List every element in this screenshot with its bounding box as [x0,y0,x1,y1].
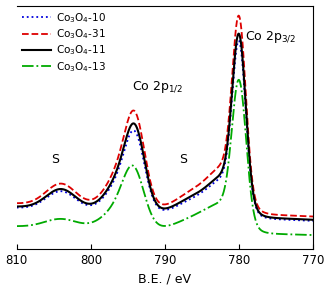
Line: Co$_3$O$_4$-31: Co$_3$O$_4$-31 [17,16,313,217]
Co$_3$O$_4$-11 [141,152,145,156]
Co$_3$O$_4$-11 [237,32,241,36]
Co$_3$O$_4$-31 [128,112,132,116]
Co$_3$O$_4$-11 [15,205,19,208]
Co$_3$O$_4$-31 [66,184,70,188]
Co$_3$O$_4$-31 [141,143,145,146]
Text: Co 2p$_{1/2}$: Co 2p$_{1/2}$ [132,79,183,95]
Co$_3$O$_4$-31 [274,213,278,217]
Text: Co 2p$_{3/2}$: Co 2p$_{3/2}$ [245,30,296,45]
Legend: Co$_3$O$_4$-10, Co$_3$O$_4$-31, Co$_3$O$_4$-11, Co$_3$O$_4$-13: Co$_3$O$_4$-10, Co$_3$O$_4$-31, Co$_3$O$… [20,9,108,76]
Co$_3$O$_4$-10 [311,219,315,223]
Co$_3$O$_4$-10 [237,39,241,42]
Text: S: S [180,153,187,166]
Co$_3$O$_4$-13 [274,232,278,235]
Co$_3$O$_4$-13 [15,224,19,228]
Co$_3$O$_4$-11 [66,190,70,193]
Co$_3$O$_4$-31 [49,186,52,190]
Co$_3$O$_4$-10 [306,219,310,222]
Co$_3$O$_4$-10 [128,132,132,135]
Co$_3$O$_4$-31 [311,215,315,218]
Co$_3$O$_4$-10 [141,157,145,161]
Co$_3$O$_4$-11 [306,218,310,221]
Co$_3$O$_4$-13 [237,78,241,81]
Co$_3$O$_4$-10 [49,193,52,197]
Co$_3$O$_4$-13 [306,233,310,237]
Line: Co$_3$O$_4$-13: Co$_3$O$_4$-13 [17,80,313,235]
Co$_3$O$_4$-10 [15,206,19,209]
Co$_3$O$_4$-31 [15,201,19,205]
Co$_3$O$_4$-13 [141,188,145,191]
Co$_3$O$_4$-13 [128,164,132,168]
Co$_3$O$_4$-13 [66,218,70,221]
Co$_3$O$_4$-31 [306,214,310,218]
Co$_3$O$_4$-31 [237,14,241,17]
Co$_3$O$_4$-11 [49,191,52,195]
Line: Co$_3$O$_4$-11: Co$_3$O$_4$-11 [17,34,313,220]
Co$_3$O$_4$-13 [49,219,52,222]
X-axis label: B.E. / eV: B.E. / eV [139,272,191,285]
Co$_3$O$_4$-11 [274,216,278,220]
Co$_3$O$_4$-10 [274,217,278,221]
Co$_3$O$_4$-11 [128,125,132,128]
Co$_3$O$_4$-10 [66,192,70,195]
Co$_3$O$_4$-11 [311,218,315,221]
Co$_3$O$_4$-13 [311,233,315,237]
Text: S: S [51,153,59,166]
Line: Co$_3$O$_4$-10: Co$_3$O$_4$-10 [17,41,313,221]
